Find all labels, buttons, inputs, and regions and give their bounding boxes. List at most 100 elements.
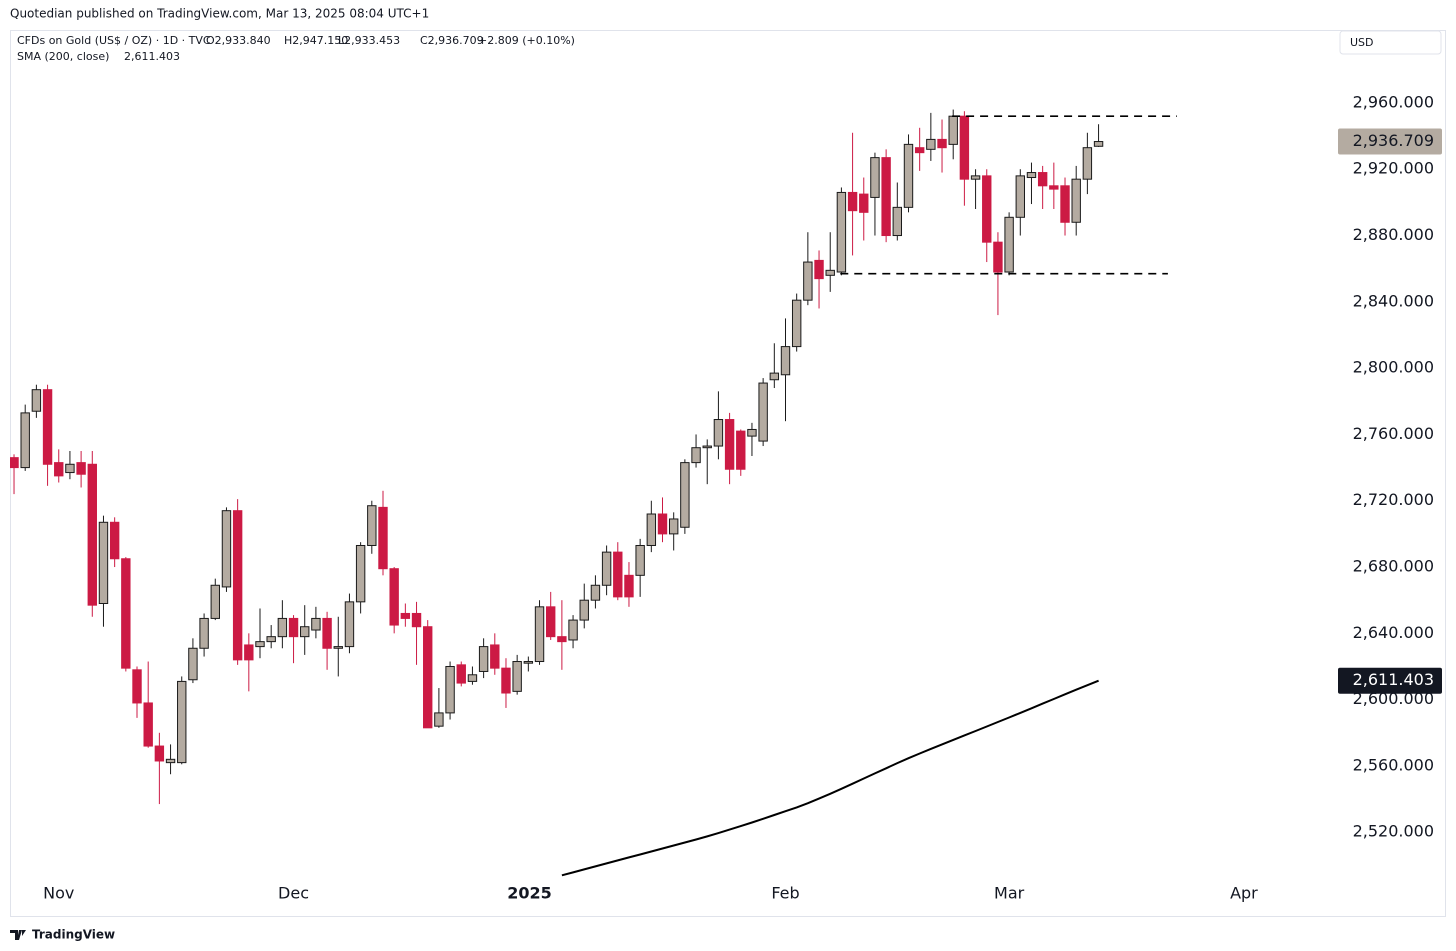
candle-body bbox=[109, 521, 120, 560]
y-tick-label: 2,720.000 bbox=[1353, 490, 1434, 509]
candle-body bbox=[892, 206, 903, 237]
y-tick-label: 2,640.000 bbox=[1353, 623, 1434, 642]
y-tick-label: 2,560.000 bbox=[1353, 755, 1434, 774]
candle-body bbox=[165, 758, 176, 764]
candle-body bbox=[322, 617, 332, 649]
candle-body bbox=[221, 510, 232, 588]
candle-body bbox=[501, 667, 511, 694]
candle-body bbox=[691, 447, 701, 464]
candle-body bbox=[478, 646, 489, 672]
candle-body bbox=[881, 157, 891, 237]
x-tick-label: 2025 bbox=[507, 884, 552, 903]
candle-body bbox=[199, 617, 209, 649]
candle-body bbox=[993, 241, 1003, 273]
candle-body bbox=[523, 661, 534, 664]
candle-body bbox=[713, 419, 724, 447]
candle-body bbox=[344, 601, 355, 648]
y-tick-label: 2,600.000 bbox=[1353, 689, 1434, 708]
candle-body bbox=[791, 299, 802, 348]
y-tick-label: 2,840.000 bbox=[1353, 291, 1434, 310]
candle-body bbox=[825, 269, 835, 276]
candle-body bbox=[300, 626, 310, 638]
candle-body bbox=[903, 143, 914, 208]
candle-body bbox=[54, 462, 64, 477]
x-tick-label: Nov bbox=[43, 884, 74, 903]
currency[interactable]: USD bbox=[1350, 36, 1374, 49]
candle-body bbox=[210, 584, 220, 619]
candle-body bbox=[590, 584, 601, 601]
candle-body bbox=[400, 612, 411, 619]
candle-body bbox=[423, 626, 433, 729]
symbol: CFDs on Gold (US$ / OZ) · 1D · TVC bbox=[17, 34, 211, 47]
candle-body bbox=[1004, 216, 1014, 273]
candle-body bbox=[601, 551, 612, 586]
candle-body bbox=[657, 513, 668, 535]
currency-box[interactable] bbox=[1339, 30, 1442, 55]
candle-body bbox=[20, 412, 30, 469]
candle-body bbox=[635, 544, 645, 576]
candle-body bbox=[232, 510, 243, 661]
candle-body bbox=[613, 551, 623, 598]
candle-body bbox=[948, 115, 958, 145]
candle-body bbox=[411, 612, 422, 628]
candle-body bbox=[926, 138, 936, 150]
legend-high: H2,947.150 bbox=[284, 34, 348, 47]
candle-body bbox=[870, 157, 880, 198]
y-tick-label: 2,960.000 bbox=[1353, 92, 1434, 111]
last-price-badge bbox=[1338, 128, 1442, 155]
candle-body bbox=[154, 745, 165, 762]
candle-body bbox=[1060, 185, 1070, 223]
candle-body bbox=[736, 430, 746, 470]
candle-body bbox=[1049, 185, 1059, 190]
y-tick-label: 2,800.000 bbox=[1353, 358, 1434, 377]
candle-body bbox=[76, 462, 86, 475]
candle-body bbox=[277, 617, 288, 638]
candle-body bbox=[1015, 175, 1025, 218]
candle-body bbox=[959, 115, 970, 180]
candle-body bbox=[780, 346, 791, 376]
sma-badge bbox=[1338, 667, 1442, 694]
candle-body bbox=[445, 665, 455, 714]
candle-body bbox=[668, 518, 679, 535]
candle-body bbox=[847, 191, 858, 212]
publisher-note: Quotedian published on TradingView.com, … bbox=[10, 7, 429, 21]
x-tick-label: Mar bbox=[994, 884, 1025, 903]
legend-close: C2,936.709 bbox=[420, 34, 484, 47]
legend-open: O2,933.840 bbox=[206, 34, 271, 47]
candle-body bbox=[747, 428, 757, 437]
candle-body bbox=[255, 641, 265, 648]
candle-body bbox=[1082, 147, 1093, 180]
candle-body bbox=[769, 372, 780, 381]
candle-body bbox=[177, 680, 187, 764]
y-tick-label: 2,760.000 bbox=[1353, 424, 1434, 443]
candle-body bbox=[836, 191, 847, 273]
y-tick-label: 2,880.000 bbox=[1353, 225, 1434, 244]
y-tick-label: 2,920.000 bbox=[1353, 159, 1434, 178]
candle-body bbox=[557, 636, 567, 643]
candle-body bbox=[512, 661, 522, 692]
brand-name: TradingView bbox=[32, 928, 115, 942]
candle-body bbox=[367, 505, 377, 546]
candle-body bbox=[914, 147, 925, 154]
candle-body bbox=[121, 558, 131, 669]
last-price-label: 2,936.709 bbox=[1353, 131, 1434, 150]
legend-low: L2,933.453 bbox=[338, 34, 400, 47]
candle-body bbox=[31, 389, 42, 412]
candle-body bbox=[389, 568, 399, 626]
candle-body bbox=[803, 261, 813, 301]
chart-frame bbox=[10, 30, 1446, 917]
candle-body bbox=[65, 463, 75, 474]
candle-body bbox=[859, 193, 869, 213]
candle-body bbox=[1071, 178, 1081, 223]
candle-body bbox=[132, 669, 142, 704]
candle-body bbox=[98, 521, 109, 605]
candle-body bbox=[1093, 141, 1104, 147]
candle-body bbox=[680, 462, 690, 528]
brand-logo bbox=[10, 930, 26, 940]
plot-area bbox=[10, 109, 1177, 877]
candle-body bbox=[646, 513, 657, 546]
x-tick-label: Apr bbox=[1230, 884, 1258, 903]
x-tick-label: Dec bbox=[278, 884, 309, 903]
candle-body bbox=[87, 463, 97, 606]
